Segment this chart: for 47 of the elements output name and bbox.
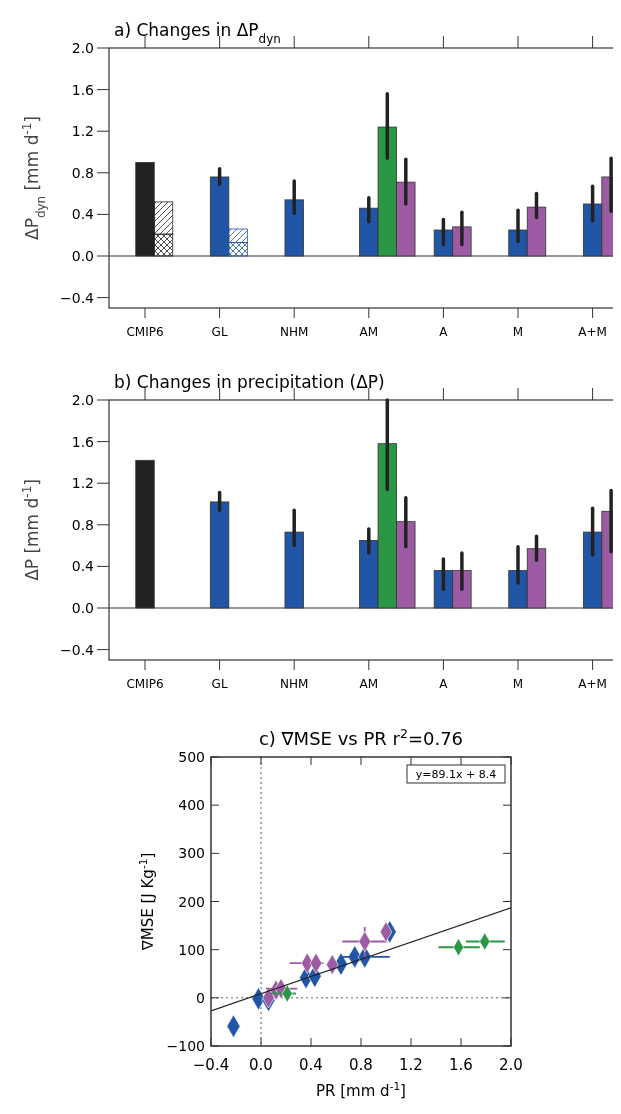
x-tick-label: A+M xyxy=(578,677,607,691)
x-tick-label: M xyxy=(512,677,524,691)
y-tick-label: 200 xyxy=(178,893,205,910)
x-tick-label: 0.4 xyxy=(299,1056,323,1074)
x-tick-label: 2.0 xyxy=(499,1056,523,1074)
y-tick-label: −0.4 xyxy=(60,289,95,306)
y-tick-label: 2.0 xyxy=(71,392,94,408)
x-tick-label: AM xyxy=(359,325,379,339)
y-tick-label: 0.4 xyxy=(71,558,95,575)
y-tick-label: 1.2 xyxy=(71,123,94,140)
y-tick-label: 0.8 xyxy=(71,164,94,181)
y-tick-label: 0.4 xyxy=(71,206,95,223)
y-tick-label: 0.8 xyxy=(71,516,94,533)
x-tick-label: A xyxy=(439,325,449,339)
x-tick-label: A+M xyxy=(578,325,607,339)
y-tick-label: 300 xyxy=(178,845,205,862)
x-tick-label: GL xyxy=(211,325,228,339)
y-tick-label: 0.0 xyxy=(71,248,94,264)
y-tick-label: −100 xyxy=(166,1038,205,1054)
x-tick-label: 0.0 xyxy=(249,1056,273,1074)
x-tick-label: −0.4 xyxy=(192,1056,230,1074)
x-tick-label: CMIP6 xyxy=(126,677,164,691)
chart-title: b) Changes in precipitation (ΔP) xyxy=(114,372,385,392)
y-tick-label: 1.6 xyxy=(71,81,95,98)
y-tick-label: 400 xyxy=(178,797,205,814)
y-tick-label: 500 xyxy=(178,749,205,765)
x-tick-label: 0.8 xyxy=(349,1056,373,1074)
x-tick-label: A xyxy=(439,677,449,691)
y-tick-label: 1.6 xyxy=(71,433,95,450)
x-tick-label: CMIP6 xyxy=(126,325,164,339)
x-axis-title: PR [mm d$^{-1}$] xyxy=(316,1080,406,1100)
x-tick-label: NHM xyxy=(280,677,309,691)
x-tick-label: GL xyxy=(211,677,228,691)
y-tick-label: 0.0 xyxy=(71,600,94,616)
y-tick-label: 100 xyxy=(178,941,205,958)
chart-title: a) Changes in ΔP$_{dyn}$ xyxy=(114,20,281,46)
y-tick-label: 1.2 xyxy=(71,475,94,492)
x-tick-label: M xyxy=(512,325,524,339)
y-tick-label: −0.4 xyxy=(60,641,95,658)
x-tick-label: NHM xyxy=(280,325,309,339)
x-tick-label: 1.6 xyxy=(449,1056,473,1074)
x-tick-label: 1.2 xyxy=(399,1056,423,1074)
y-tick-label: 0 xyxy=(196,989,205,1006)
annotation: y=89.1x + 8.4 xyxy=(415,768,497,781)
chart-title: c) ∇MSE vs PR r$^{2}$=0.76 xyxy=(258,725,464,749)
y-tick-label: 2.0 xyxy=(71,40,94,56)
x-tick-label: AM xyxy=(359,677,379,691)
